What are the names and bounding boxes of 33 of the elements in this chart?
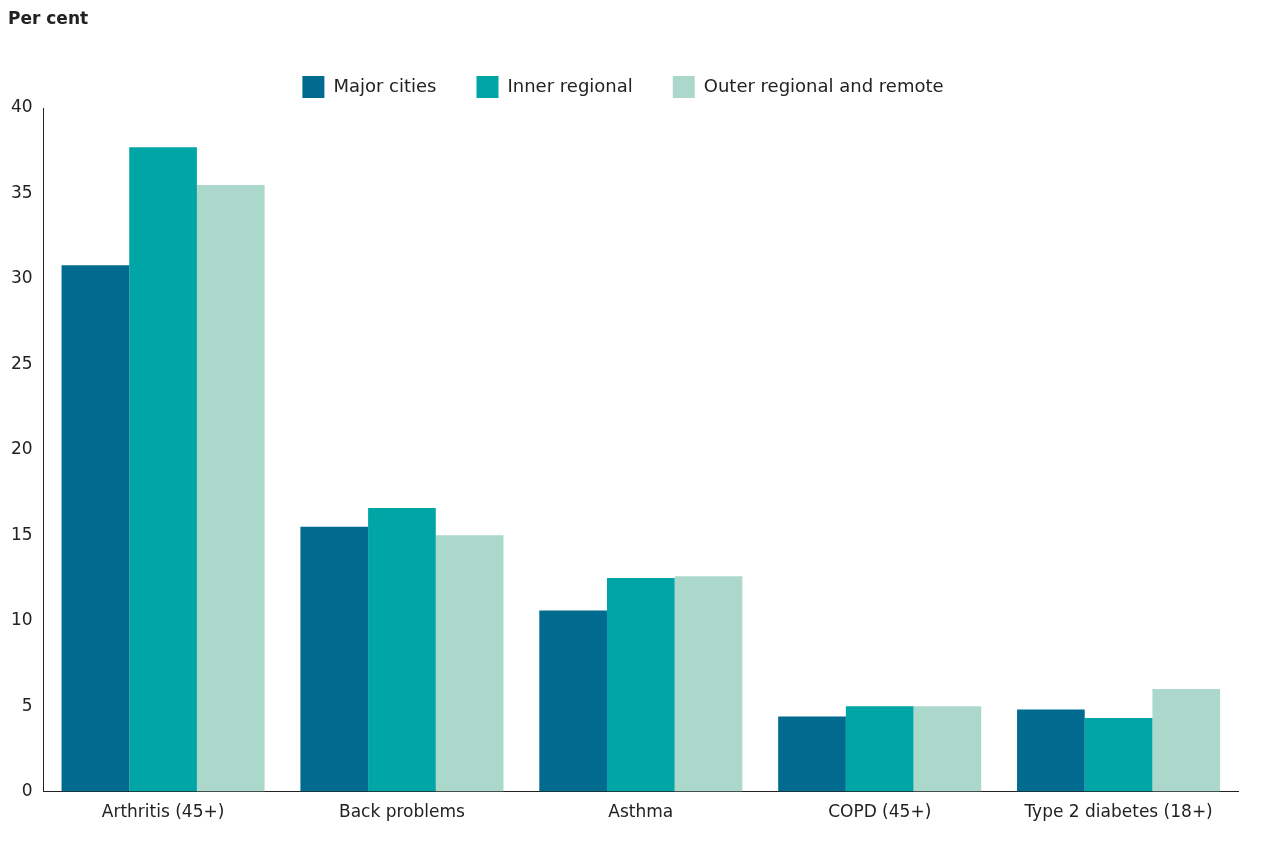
bar: [368, 507, 436, 792]
bar: [129, 147, 197, 792]
y-tick-label: 15: [10, 523, 33, 544]
bar: [778, 716, 846, 792]
x-tick-label: Asthma: [608, 801, 674, 822]
x-tick-label: Type 2 diabetes (18+): [1023, 801, 1213, 822]
y-tick-label: 25: [10, 352, 33, 373]
y-tick-label: 30: [10, 267, 33, 288]
y-tick-label: 10: [10, 609, 33, 630]
x-tick-label: Back problems: [339, 801, 466, 822]
bar: [845, 706, 914, 792]
y-tick-label: 35: [10, 181, 33, 202]
y-axis-title: Per cent: [8, 8, 90, 28]
bar: [300, 526, 369, 792]
bar: [1017, 709, 1085, 792]
y-tick-label: 40: [10, 96, 33, 117]
bar: [61, 265, 130, 792]
y-tick-label: 5: [21, 694, 33, 715]
y-tick-label: 0: [21, 780, 33, 801]
bar: [606, 577, 675, 792]
legend-label: Major cities: [333, 74, 437, 96]
x-tick-label: COPD (45+): [828, 801, 932, 822]
bar: [196, 184, 265, 792]
bar: [1152, 689, 1221, 792]
bar: [1084, 718, 1153, 792]
x-tick-label: Arthritis (45+): [101, 801, 225, 822]
legend-label: Outer regional and remote: [703, 74, 944, 96]
bar: [674, 576, 743, 792]
bar: [539, 610, 607, 792]
y-tick-label: 20: [10, 438, 33, 459]
bar: [913, 706, 982, 792]
legend-label: Inner regional: [507, 74, 633, 96]
bar: [435, 535, 504, 792]
